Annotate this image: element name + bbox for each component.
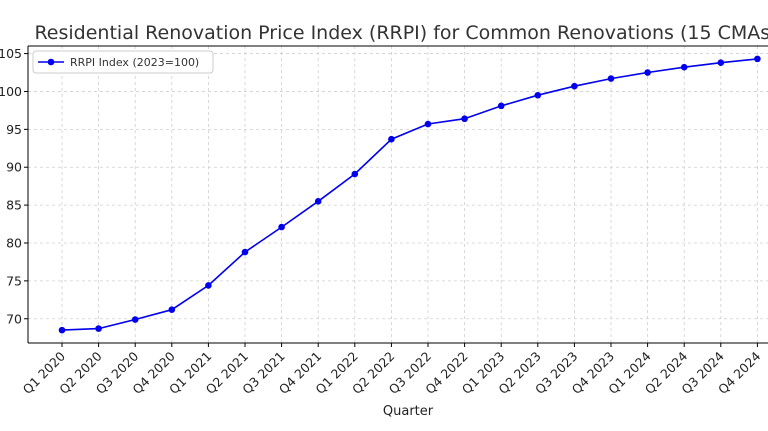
data-point [461,115,468,123]
data-point [351,170,359,178]
y-tick-label: 70 [6,311,22,326]
y-tick-label: 100 [0,84,22,99]
data-point [168,306,176,313]
legend-box [32,50,214,74]
legend-label: RRPI Index (2023=100) [70,56,199,69]
data-point [241,248,249,256]
x-axis-label: Quarter [383,404,434,419]
y-tick-label: 105 [0,46,22,61]
data-point [424,120,432,128]
y-tick-label: 85 [6,198,22,213]
y-tick-label: 80 [6,235,22,250]
data-point [497,102,505,110]
series-line [61,58,758,331]
y-tick-label: 75 [6,273,22,288]
data-point [717,59,725,66]
y-tick-label: 95 [6,122,22,137]
data-point [754,55,761,63]
data-point [680,63,688,71]
y-axis-ticks: 70 75 80 85 90 95 100 105 [0,46,28,326]
legend-marker-swatch [47,58,55,66]
data-point [571,82,578,90]
data-point [388,135,395,143]
series-rrpi-index [58,55,761,334]
data-point [644,69,651,76]
data-point [314,198,322,205]
y-tick-label: 90 [6,160,22,175]
data-point [278,223,285,231]
data-point [95,325,102,332]
data-point [534,91,542,99]
axes [27,45,768,344]
data-point [131,316,139,323]
grid [28,46,768,343]
data-point [607,75,615,82]
data-point [58,326,66,334]
legend: RRPI Index (2023=100) [32,50,214,74]
data-point [205,282,212,289]
chart-title: Residential Renovation Price Index (RRPI… [34,22,768,44]
